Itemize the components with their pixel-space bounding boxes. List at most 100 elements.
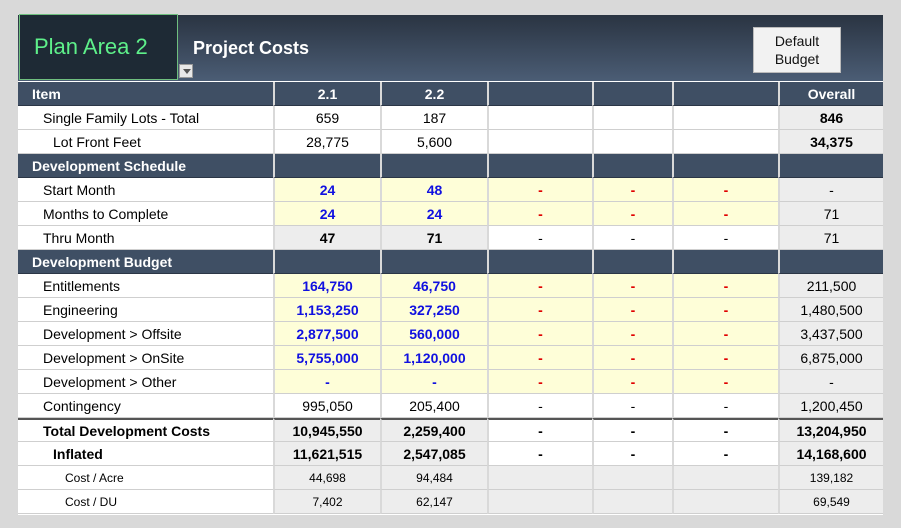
default-budget-label-2: Budget xyxy=(774,51,820,67)
input-cell[interactable]: 5,755,000 xyxy=(273,346,380,370)
row-label: Lot Front Feet xyxy=(18,130,273,154)
row-label: Thru Month xyxy=(18,226,273,250)
plan-area-selector[interactable]: Plan Area 2 xyxy=(19,14,178,80)
cell[interactable] xyxy=(592,106,672,130)
cell[interactable]: 659 xyxy=(273,106,380,130)
input-cell[interactable]: - xyxy=(487,298,592,322)
cell: 62,147 xyxy=(380,490,487,514)
cell: 205,400 xyxy=(380,394,487,418)
row-label: Development > OnSite xyxy=(18,346,273,370)
overall-cell: 71 xyxy=(778,226,883,250)
cell[interactable] xyxy=(487,106,592,130)
cell: 10,945,550 xyxy=(273,418,380,442)
input-cell[interactable]: - xyxy=(487,346,592,370)
input-cell[interactable]: - xyxy=(672,178,778,202)
cell: 2,547,085 xyxy=(380,442,487,466)
overall-cell: 14,168,600 xyxy=(778,442,883,466)
col-header-4 xyxy=(592,82,672,106)
input-cell[interactable]: - xyxy=(672,346,778,370)
overall-cell: 1,480,500 xyxy=(778,298,883,322)
cell: - xyxy=(592,442,672,466)
table-row: Start Month 24 48 - - - - xyxy=(18,178,883,202)
input-cell[interactable]: - xyxy=(592,298,672,322)
input-cell[interactable]: 1,153,250 xyxy=(273,298,380,322)
input-cell[interactable]: 24 xyxy=(273,178,380,202)
overall-cell: - xyxy=(778,178,883,202)
row-label: Engineering xyxy=(18,298,273,322)
cell: - xyxy=(592,226,672,250)
default-budget-label-1: Default xyxy=(774,33,820,49)
cell xyxy=(592,466,672,490)
input-cell[interactable]: 560,000 xyxy=(380,322,487,346)
section-header-budget: Development Budget xyxy=(18,250,883,274)
input-cell[interactable]: 164,750 xyxy=(273,274,380,298)
overall-cell: 3,437,500 xyxy=(778,322,883,346)
input-cell[interactable]: 48 xyxy=(380,178,487,202)
overall-cell: 71 xyxy=(778,202,883,226)
row-label: Months to Complete xyxy=(18,202,273,226)
cell: - xyxy=(672,418,778,442)
section-label: Development Schedule xyxy=(18,154,273,178)
table-row: Contingency 995,050 205,400 - - - 1,200,… xyxy=(18,394,883,418)
row-label: Single Family Lots - Total xyxy=(18,106,273,130)
cell[interactable]: 187 xyxy=(380,106,487,130)
default-budget-button[interactable]: Default Budget xyxy=(753,27,841,73)
row-label: Development > Offsite xyxy=(18,322,273,346)
input-cell[interactable]: - xyxy=(592,322,672,346)
overall-cell: 34,375 xyxy=(778,130,883,154)
overall-cell: 211,500 xyxy=(778,274,883,298)
input-cell[interactable]: - xyxy=(592,274,672,298)
input-cell[interactable]: - xyxy=(487,178,592,202)
overall-cell: - xyxy=(778,370,883,394)
input-cell[interactable]: 46,750 xyxy=(380,274,487,298)
input-cell[interactable]: - xyxy=(592,370,672,394)
cell: 2,259,400 xyxy=(380,418,487,442)
input-cell[interactable]: - xyxy=(672,322,778,346)
cell: - xyxy=(672,442,778,466)
table-row: Development > Offsite 2,877,500 560,000 … xyxy=(18,322,883,346)
input-cell[interactable]: - xyxy=(487,322,592,346)
input-cell[interactable]: - xyxy=(672,370,778,394)
table-row: Months to Complete 24 24 - - - 71 xyxy=(18,202,883,226)
input-cell[interactable]: - xyxy=(592,346,672,370)
cell[interactable]: 5,600 xyxy=(380,130,487,154)
input-cell[interactable]: - xyxy=(487,202,592,226)
col-header-2-2: 2.2 xyxy=(380,82,487,106)
input-cell[interactable]: - xyxy=(592,178,672,202)
cell: - xyxy=(592,394,672,418)
cell xyxy=(672,490,778,514)
cell[interactable] xyxy=(672,106,778,130)
section-header-schedule: Development Schedule xyxy=(18,154,883,178)
input-cell[interactable]: 24 xyxy=(273,202,380,226)
col-header-3 xyxy=(487,82,592,106)
cell[interactable]: 28,775 xyxy=(273,130,380,154)
section-label: Development Budget xyxy=(18,250,273,274)
cell: 995,050 xyxy=(273,394,380,418)
cell xyxy=(487,490,592,514)
cell: - xyxy=(672,226,778,250)
col-header-overall: Overall xyxy=(778,82,883,106)
cell[interactable] xyxy=(487,130,592,154)
cell[interactable] xyxy=(592,130,672,154)
input-cell[interactable]: - xyxy=(487,370,592,394)
project-costs-table: Item 2.1 2.2 Overall Single Family Lots … xyxy=(18,82,883,514)
input-cell[interactable]: - xyxy=(592,202,672,226)
cell[interactable] xyxy=(672,130,778,154)
input-cell[interactable]: - xyxy=(380,370,487,394)
cell: - xyxy=(487,418,592,442)
input-cell[interactable]: 2,877,500 xyxy=(273,322,380,346)
input-cell[interactable]: - xyxy=(273,370,380,394)
input-cell[interactable]: 1,120,000 xyxy=(380,346,487,370)
table-row: Cost / Acre 44,698 94,484 139,182 xyxy=(18,466,883,490)
input-cell[interactable]: - xyxy=(672,202,778,226)
overall-cell: 139,182 xyxy=(778,466,883,490)
input-cell[interactable]: - xyxy=(487,274,592,298)
cell: - xyxy=(672,394,778,418)
input-cell[interactable]: - xyxy=(672,298,778,322)
cell: - xyxy=(592,418,672,442)
table-row: Lot Front Feet 28,775 5,600 34,375 xyxy=(18,130,883,154)
dropdown-arrow-icon[interactable] xyxy=(179,64,193,78)
input-cell[interactable]: 327,250 xyxy=(380,298,487,322)
input-cell[interactable]: - xyxy=(672,274,778,298)
input-cell[interactable]: 24 xyxy=(380,202,487,226)
